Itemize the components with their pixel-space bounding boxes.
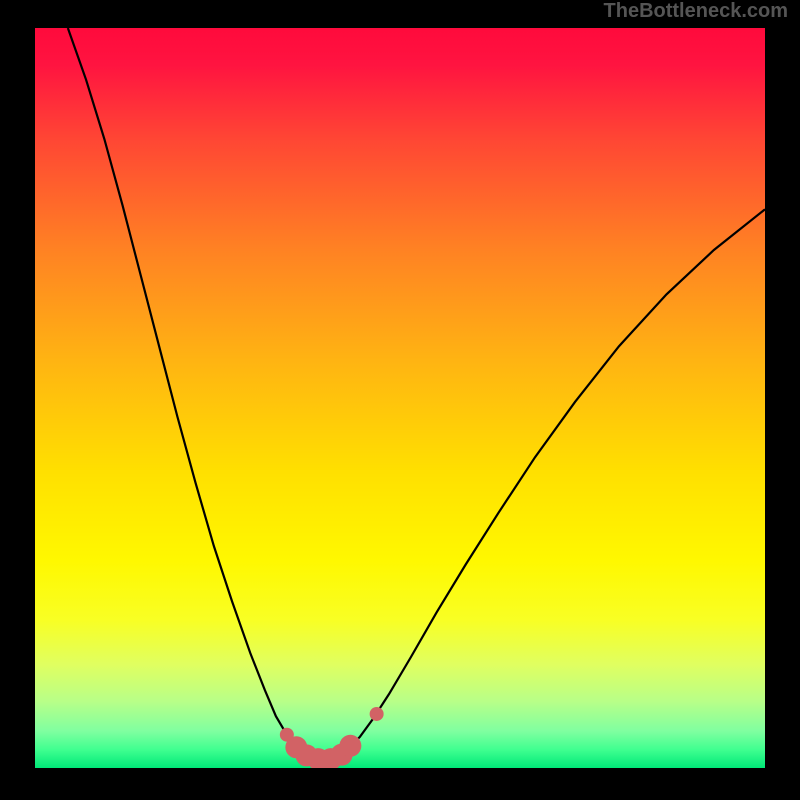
marker-point bbox=[370, 707, 384, 721]
plot-area bbox=[35, 28, 765, 768]
watermark-text: TheBottleneck.com bbox=[604, 0, 788, 23]
chart-svg bbox=[35, 28, 765, 768]
gradient-background bbox=[35, 28, 765, 768]
marker-point bbox=[339, 735, 361, 757]
chart-container: { "watermark": { "text": "TheBottleneck.… bbox=[0, 0, 800, 800]
